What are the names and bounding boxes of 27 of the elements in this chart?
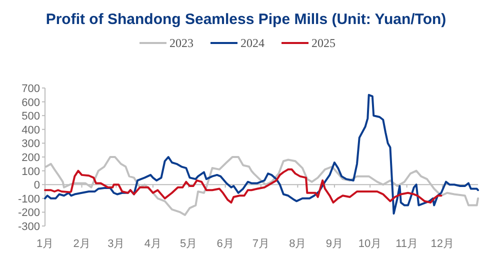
xtick: 12月 bbox=[430, 238, 454, 250]
legend-label: 2023 bbox=[170, 36, 194, 50]
ytick: 700 bbox=[22, 83, 40, 95]
xtick: 4月 bbox=[144, 238, 162, 250]
ytick: -100 bbox=[18, 193, 40, 206]
xtick: 10月 bbox=[358, 238, 382, 250]
xtick: 1月 bbox=[36, 238, 54, 250]
ytick: 600 bbox=[22, 96, 40, 109]
ytick: 100 bbox=[22, 166, 40, 178]
xtick: 8月 bbox=[289, 238, 306, 250]
xtick: 9月 bbox=[326, 238, 344, 250]
legend-label: 2025 bbox=[312, 36, 336, 50]
legend-label: 2024 bbox=[240, 36, 264, 50]
ytick: 500 bbox=[22, 110, 40, 123]
ytick: 0 bbox=[34, 180, 40, 192]
title: Profit of Shandong Seamless Pipe Mills (Unit: Yuan/Ton) bbox=[46, 11, 446, 28]
xtick: 11月 bbox=[396, 238, 418, 250]
xtick: 2月 bbox=[73, 238, 90, 250]
xtick: 7月 bbox=[252, 238, 270, 250]
ytick: 400 bbox=[22, 124, 40, 136]
ytick: 200 bbox=[22, 152, 40, 164]
ytick: -300 bbox=[18, 221, 40, 233]
xtick: 6月 bbox=[216, 238, 234, 250]
ytick: 300 bbox=[22, 138, 40, 150]
xtick: 3月 bbox=[108, 238, 125, 250]
xtick: 5月 bbox=[180, 238, 198, 250]
ytick: -200 bbox=[18, 207, 40, 220]
